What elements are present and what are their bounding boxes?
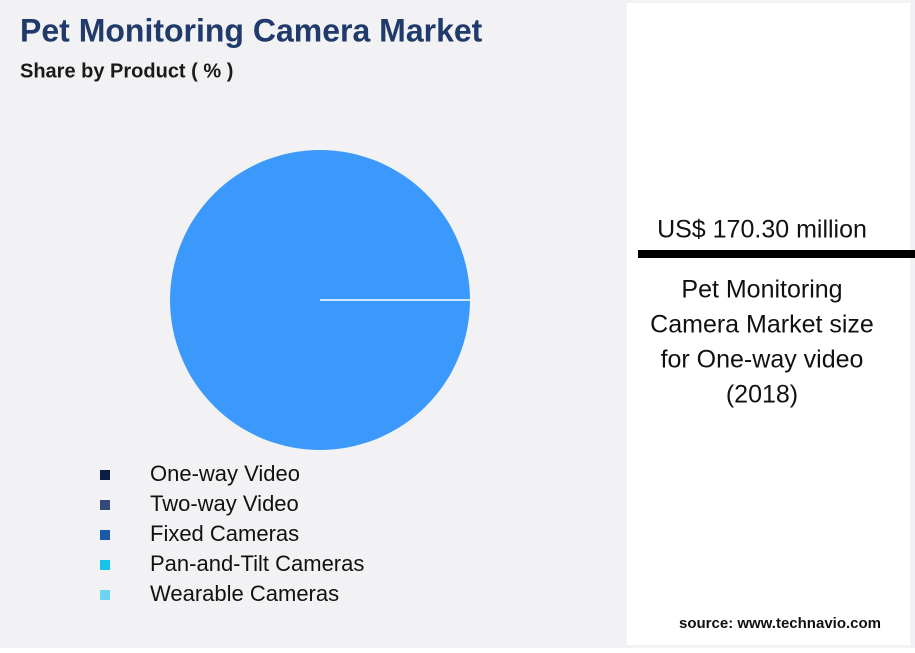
legend-label: Pan-and-Tilt Cameras	[150, 551, 364, 576]
legend-label: Fixed Cameras	[150, 521, 299, 546]
callout-value: US$ 170.30 million	[657, 216, 867, 244]
chart-subtitle: Share by Product ( % )	[20, 60, 233, 82]
legend-swatch	[100, 560, 110, 570]
callout-caption: for One-way video	[661, 346, 864, 374]
legend-label: Two-way Video	[150, 491, 299, 516]
legend-label: Wearable Cameras	[150, 581, 339, 606]
callout-caption: Camera Market size	[650, 311, 874, 339]
source: source: www.technavio.com	[679, 615, 881, 632]
chart-title: Pet Monitoring Camera Market	[20, 12, 483, 48]
side-panel	[627, 3, 910, 645]
legend-swatch	[100, 530, 110, 540]
legend-swatch	[100, 500, 110, 510]
legend-swatch	[100, 590, 110, 600]
legend-swatch	[100, 470, 110, 480]
callout-bar	[638, 250, 915, 258]
legend-label: One-way Video	[150, 461, 300, 486]
callout-caption: (2018)	[726, 381, 798, 409]
callout-caption: Pet Monitoring	[681, 276, 842, 304]
